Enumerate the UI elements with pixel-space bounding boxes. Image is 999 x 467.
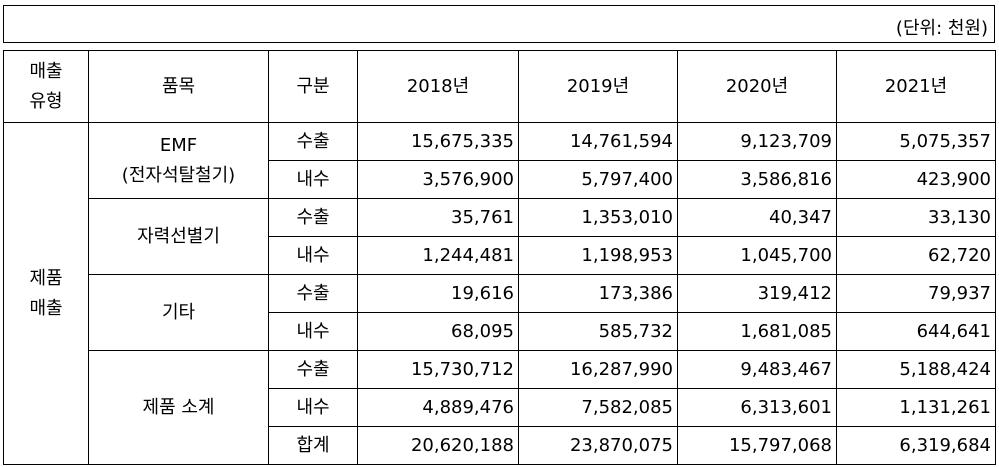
data-row: 자력선별기 수출 35,761 1,353,010 40,347 33,130 [4,198,996,275]
value-cell: 173,386 [518,274,678,313]
value-cell: 19,616 [357,274,519,313]
item-cell: 자력선별기 [88,198,269,275]
header-row: 매출 유형 품목 구분 2018년 2019년 2020년 2021년 [3,50,996,123]
kind-cell: 내수 [268,312,358,351]
value-cell: 1,198,953 [518,236,678,275]
value-cell: 1,045,700 [677,236,837,275]
value-cell: 1,244,481 [357,236,519,275]
kind-cell: 수출 [268,274,358,313]
kind-cell: 수출 [268,350,358,389]
value-cell: 35,761 [357,198,519,237]
item-cell: 기타 [88,274,269,351]
value-cell: 40,347 [677,198,837,237]
value-cell: 1,353,010 [518,198,678,237]
header-cell: 2019년 [518,50,678,123]
data-row: 내수 3,576,900 5,797,400 3,586,816 423,900 [4,160,996,199]
item-cell: 제품 소계 [88,350,269,465]
value-cell: 7,582,085 [518,388,678,427]
data-row: 내수 4,889,476 7,582,085 6,313,601 1,131,261 [4,388,996,427]
data-row: 제품 소계 수출 15,730,712 16,287,990 9,483,467 5,18… [4,350,996,465]
value-cell: 6,319,684 [836,426,996,465]
header-cell: 2020년 [677,50,837,123]
value-cell: 15,797,068 [677,426,837,465]
value-cell: 33,130 [836,198,996,237]
value-cell: 4,889,476 [357,388,519,427]
value-cell: 3,586,816 [677,160,837,199]
value-cell: 1,131,261 [836,388,996,427]
kind-cell: 합계 [268,426,358,465]
value-cell: 319,412 [677,274,837,313]
header-cell: 2021년 [836,50,996,123]
value-cell: 5,188,424 [836,350,996,389]
sales-table: 매출 유형 품목 구분 2018년 2019년 2020년 2021년 제품 매출 EMF (전… [3,50,996,465]
kind-cell: 수출 [268,122,358,161]
value-cell: 68,095 [357,312,519,351]
value-cell: 1,681,085 [677,312,837,351]
unit-label: (단위: 천원) [895,18,988,39]
value-cell: 16,287,990 [518,350,678,389]
data-row: 내수 1,244,481 1,198,953 1,045,700 62,720 [4,236,996,275]
kind-cell: 수출 [268,198,358,237]
kind-cell: 내수 [268,388,358,427]
unit-box: (단위: 천원) [3,5,995,43]
value-cell: 15,675,335 [357,122,519,161]
value-cell: 585,732 [518,312,678,351]
value-cell: 79,937 [836,274,996,313]
header-cell: 품목 [88,50,269,123]
data-row: 제품 매출 EMF (전자석탈철기) 수출 15,675,335 14,761,594 9… [3,122,996,465]
value-cell: 62,720 [836,236,996,275]
kind-cell: 내수 [268,160,358,199]
value-cell: 15,730,712 [357,350,519,389]
value-cell: 423,900 [836,160,996,199]
header-cell: 2018년 [357,50,519,123]
value-cell: 23,870,075 [518,426,678,465]
value-cell: 20,620,188 [357,426,519,465]
data-row: 합계 20,620,188 23,870,075 15,797,068 6,319,68… [4,426,996,465]
value-cell: 5,075,357 [836,122,996,161]
value-cell: 5,797,400 [518,160,678,199]
value-cell: 644,641 [836,312,996,351]
value-cell: 14,761,594 [518,122,678,161]
header-cell: 구분 [268,50,358,123]
value-cell: 9,123,709 [677,122,837,161]
value-cell: 6,313,601 [677,388,837,427]
category-cell: 제품 매출 [3,122,89,465]
header-cell: 매출 유형 [3,50,89,123]
data-row: 기타 수출 19,616 173,386 319,412 79,937 [4,274,996,351]
value-cell: 3,576,900 [357,160,519,199]
value-cell: 9,483,467 [677,350,837,389]
kind-cell: 내수 [268,236,358,275]
item-cell: EMF (전자석탈철기) [88,122,269,199]
data-row: 내수 68,095 585,732 1,681,085 644,641 [4,312,996,351]
